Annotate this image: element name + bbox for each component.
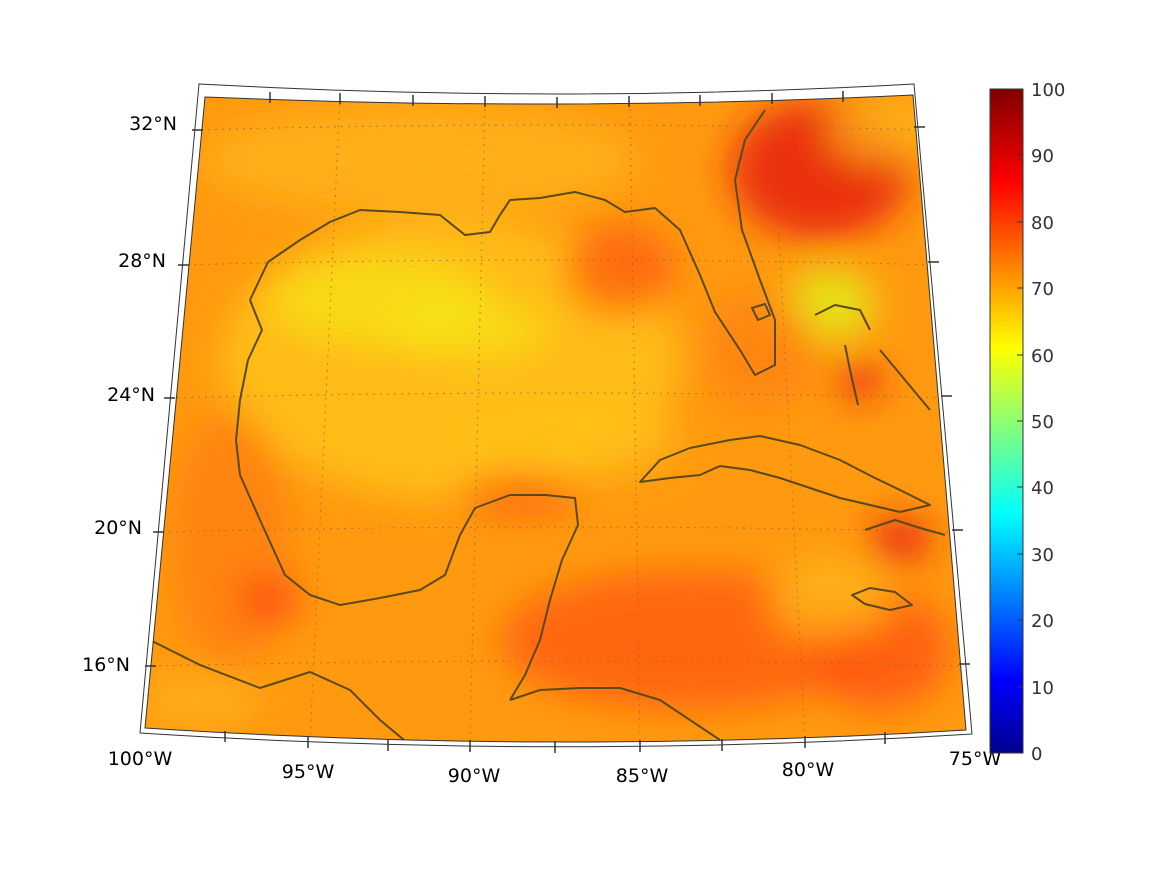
lon-label-80w: 80°W: [782, 759, 835, 781]
lat-label-32n: 32°N: [129, 113, 177, 135]
pacific-coast: [149, 639, 411, 743]
field-blobs: [145, 100, 950, 730]
us-gulf-coast: [249, 109, 776, 376]
latitude-labels: 16°N 20°N 24°N 28°N 32°N: [82, 113, 177, 676]
colorbar-label-70: 70: [1031, 279, 1054, 300]
graticule: [151, 96, 964, 743]
lat-label-16n: 16°N: [82, 654, 130, 676]
colorbar-label-60: 60: [1031, 346, 1054, 367]
colorbar: 100 90 80 70 60 50 40 30 20 10 0: [989, 80, 1065, 765]
lon-label-100w: 100°W: [108, 748, 173, 770]
lon-label-85w: 85°W: [616, 765, 669, 787]
bahamas: [814, 304, 931, 411]
lat-label-24n: 24°N: [107, 384, 155, 406]
lat-label-20n: 20°N: [94, 517, 142, 539]
colorbar-labels: 100 90 80 70 60 50 40 30 20 10 0: [1031, 80, 1065, 765]
cuba: [639, 435, 931, 513]
colorbar-label-90: 90: [1031, 146, 1054, 167]
hispaniola: [864, 519, 946, 536]
lon-label-75w: 75°W: [949, 748, 1002, 770]
map-area: [139, 83, 973, 753]
colorbar-label-100: 100: [1031, 80, 1065, 101]
lat-label-28n: 28°N: [118, 250, 166, 272]
jamaica: [851, 587, 913, 611]
lon-label-90w: 90°W: [448, 765, 501, 787]
colorbar-label-40: 40: [1031, 478, 1054, 499]
longitude-labels: 100°W 95°W 90°W 85°W 80°W 75°W: [108, 748, 1002, 787]
map-frame-outer: [139, 83, 973, 748]
lake-okeechobee: [751, 303, 771, 321]
colorbar-label-10: 10: [1031, 678, 1054, 699]
colorbar-label-20: 20: [1031, 611, 1054, 632]
colorbar-ticks: [1017, 88, 1023, 754]
colorbar-label-80: 80: [1031, 213, 1054, 234]
mexico-gulf-coast: [235, 299, 579, 701]
colorbar-label-0: 0: [1031, 744, 1042, 765]
frame-ticks: [145, 91, 970, 753]
map-frame: [144, 94, 967, 743]
central-america-coast: [509, 687, 721, 741]
colorbar-label-50: 50: [1031, 412, 1054, 433]
lon-label-95w: 95°W: [282, 761, 335, 783]
colorbar-label-30: 30: [1031, 545, 1054, 566]
coastlines: [149, 109, 946, 743]
